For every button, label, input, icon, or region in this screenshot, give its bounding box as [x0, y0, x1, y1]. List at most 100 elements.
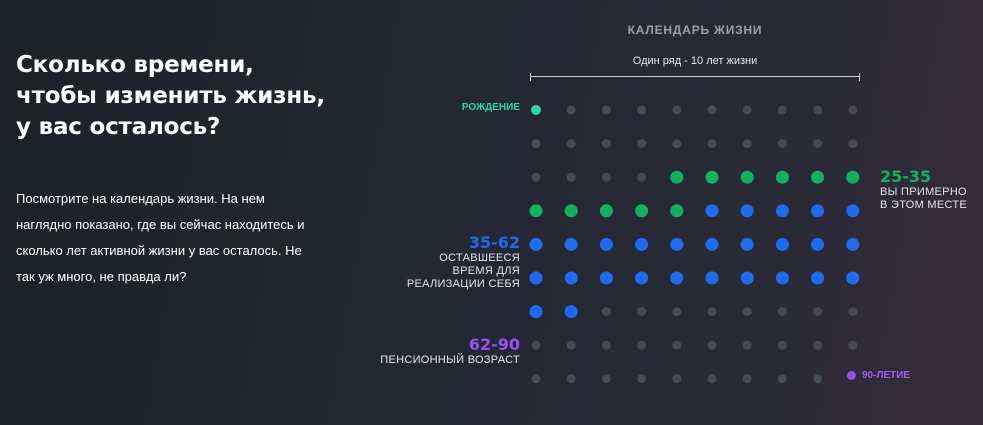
range-35-62-line-1: ОСТАВШЕЕСЯ: [439, 252, 520, 264]
year-dot-empty: [637, 105, 647, 115]
year-dot-green: [670, 170, 684, 184]
year-dot-green: [529, 204, 543, 218]
year-dot-green: [811, 170, 825, 184]
year-dot-green: [740, 170, 754, 184]
range-62-90-line-1: ПЕНСИОННЫЙ ВОЗРАСТ: [380, 354, 520, 366]
year-dot-empty: [848, 340, 858, 350]
year-dot-green: [599, 204, 613, 218]
year-dot-empty: [566, 105, 576, 115]
year-dot-blue: [599, 237, 613, 251]
range-25-35-value: 25-35: [880, 167, 932, 186]
year-dot-blue: [811, 271, 825, 285]
year-dot-empty: [531, 374, 541, 384]
year-dot-blue: [529, 237, 543, 251]
year-dot-blue: [775, 204, 789, 218]
year-dot-green: [705, 170, 719, 184]
ninety-label: 90-ЛЕТИЕ: [847, 370, 910, 381]
year-dot-empty: [637, 307, 647, 317]
year-dot-blue: [705, 271, 719, 285]
year-dot-green: [846, 170, 860, 184]
year-dot-empty: [637, 139, 647, 149]
year-dot-empty: [672, 307, 682, 317]
calendar-title: КАЛЕНДАРЬ ЖИЗНИ: [627, 23, 763, 37]
row-span-bracket: [530, 73, 860, 81]
year-dot-blue: [564, 271, 578, 285]
year-dot-empty: [848, 139, 858, 149]
year-dot-empty: [707, 340, 717, 350]
year-dot-empty: [777, 105, 787, 115]
year-dot-empty: [672, 340, 682, 350]
year-dot-empty: [672, 139, 682, 149]
year-dot-empty: [601, 307, 611, 317]
headline-line-1: Сколько времени,: [16, 52, 254, 78]
year-dot-empty: [601, 105, 611, 115]
year-dot-green: [635, 204, 649, 218]
year-dot-blue: [564, 237, 578, 251]
year-dot-empty: [777, 307, 787, 317]
year-dot-blue: [846, 271, 860, 285]
year-dot-empty: [672, 374, 682, 384]
year-dot-blue: [670, 237, 684, 251]
year-dot-empty: [777, 139, 787, 149]
ninety-label-text: 90-ЛЕТИЕ: [862, 370, 911, 381]
year-dot-empty: [777, 340, 787, 350]
year-dot-empty: [637, 172, 647, 182]
headline-line-3: у вас осталось?: [16, 114, 221, 140]
year-dot-green: [670, 204, 684, 218]
range-35-62-value: 35-62: [468, 233, 520, 252]
headline-line-2: чтобы изменить жизнь,: [16, 83, 325, 109]
year-dot-blue: [635, 271, 649, 285]
year-dot-empty: [813, 105, 823, 115]
year-dot-blue: [811, 237, 825, 251]
year-dot-empty: [813, 374, 823, 384]
year-dot-empty: [601, 139, 611, 149]
ninety-dot-icon: [847, 371, 856, 380]
year-dot-blue: [740, 237, 754, 251]
range-25-35-line-2: В ЭТОМ МЕСТЕ: [880, 199, 968, 211]
birth-label: РОЖДЕНИЕ: [461, 102, 520, 113]
year-dot-empty: [707, 374, 717, 384]
year-dot-empty: [531, 340, 541, 350]
year-dot-green: [564, 204, 578, 218]
year-dot-green: [775, 170, 789, 184]
year-dot-blue: [635, 237, 649, 251]
year-dot-empty: [601, 172, 611, 182]
year-dot-blue: [775, 271, 789, 285]
year-dot-blue: [705, 237, 719, 251]
calendar-subtitle: Один ряд - 10 лет жизни: [632, 55, 758, 67]
year-dot-blue: [846, 204, 860, 218]
year-dot-blue: [811, 204, 825, 218]
year-dot-empty: [848, 307, 858, 317]
year-dot-empty: [742, 307, 752, 317]
year-dot-blue: [599, 271, 613, 285]
year-dot-empty: [566, 374, 576, 384]
year-dot-blue: [529, 305, 543, 319]
year-dot-empty: [742, 374, 752, 384]
range-25-35-line-1: ВЫ ПРИМЕРНО: [880, 186, 967, 198]
year-dot-empty: [601, 374, 611, 384]
year-dot-empty: [566, 139, 576, 149]
year-dot-blue: [529, 271, 543, 285]
year-dot-empty: [707, 105, 717, 115]
range-35-62-line-3: РЕАЛИЗАЦИИ СЕБЯ: [406, 278, 520, 290]
year-dot-empty: [707, 307, 717, 317]
year-dot-empty: [637, 340, 647, 350]
year-dot-empty: [672, 105, 682, 115]
description-text: Посмотрите на календарь жизни. На нем на…: [16, 191, 305, 284]
year-dot-blue: [564, 305, 578, 319]
year-dot-birth: [531, 105, 541, 115]
range-35-62-label: 35-62 ОСТАВШЕЕСЯ ВРЕМЯ ДЛЯ РЕАЛИЗАЦИИ СЕ…: [340, 233, 520, 291]
year-dot-empty: [742, 105, 752, 115]
year-dot-empty: [813, 340, 823, 350]
year-dot-blue: [775, 237, 789, 251]
year-dot-empty: [813, 307, 823, 317]
range-35-62-line-2: ВРЕМЯ ДЛЯ: [452, 265, 520, 277]
year-dot-empty: [566, 340, 576, 350]
year-dot-empty: [637, 374, 647, 384]
year-dot-empty: [848, 105, 858, 115]
range-62-90-label: 62-90 ПЕНСИОННЫЙ ВОЗРАСТ: [340, 335, 520, 367]
year-dot-blue: [705, 204, 719, 218]
year-dot-blue: [846, 237, 860, 251]
year-dot-empty: [601, 340, 611, 350]
range-25-35-label: 25-35 ВЫ ПРИМЕРНО В ЭТОМ МЕСТЕ: [880, 167, 967, 212]
